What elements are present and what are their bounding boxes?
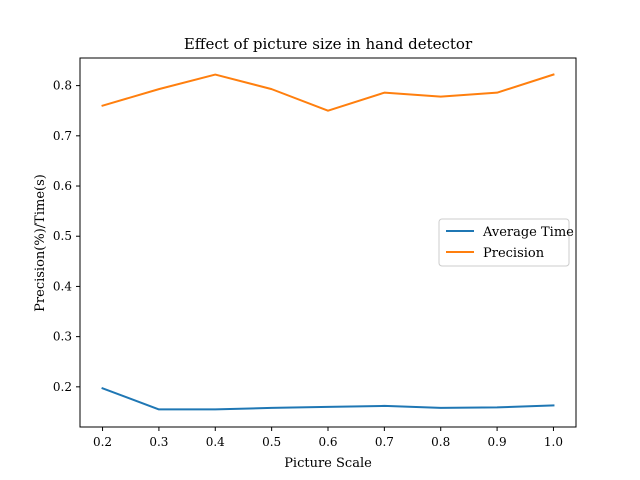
chart-title: Effect of picture size in hand detector	[184, 35, 473, 53]
y-axis: 0.2 0.3 0.4 0.5 0.6 0.7 0.8	[53, 79, 80, 394]
legend-label-precision: Precision	[483, 246, 545, 261]
plot-frame	[79, 57, 577, 428]
x-tick-label: 0.8	[431, 435, 450, 449]
x-tick-label: 0.9	[488, 435, 507, 449]
x-tick-label: 0.3	[149, 435, 168, 449]
y-tick-label: 0.7	[53, 129, 72, 143]
y-axis-label: Precision(%)/Time(s)	[33, 174, 48, 312]
y-tick-label: 0.6	[53, 179, 72, 193]
y-tick-label: 0.5	[53, 229, 72, 243]
series-layer	[101, 73, 555, 411]
x-tick-label: 0.6	[318, 435, 337, 449]
x-tick-label: 0.5	[262, 435, 281, 449]
x-tick-label: 1.0	[544, 435, 563, 449]
x-tick-label: 0.2	[93, 435, 112, 449]
y-tick-label: 0.3	[53, 330, 72, 344]
y-tick-label: 0.2	[53, 380, 72, 394]
legend-label-average-time: Average Time	[482, 225, 574, 240]
x-tick-label: 0.7	[375, 435, 394, 449]
series-line-precision	[101, 73, 555, 112]
x-axis: 0.2 0.3 0.4 0.5 0.6 0.7 0.8 0.9 1.0	[93, 427, 563, 449]
y-tick-label: 0.4	[53, 279, 72, 293]
x-axis-label: Picture Scale	[284, 456, 372, 471]
y-tick-label: 0.8	[53, 79, 72, 93]
series-line-average-time	[101, 387, 555, 411]
x-tick-label: 0.4	[206, 435, 225, 449]
legend: Average Time Precision	[438, 218, 574, 267]
